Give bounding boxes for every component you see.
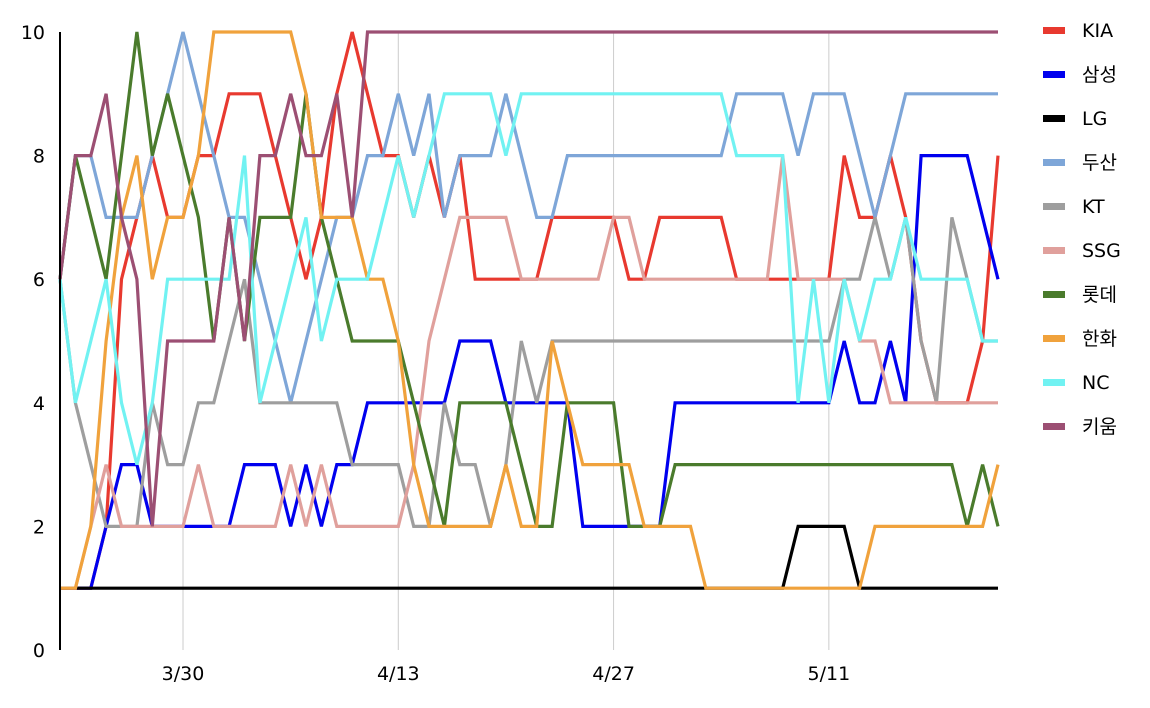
legend-swatch xyxy=(1043,291,1065,298)
legend-swatch xyxy=(1043,335,1065,342)
y-tick-label: 2 xyxy=(33,516,45,538)
series-line-0 xyxy=(60,31,1000,590)
series-line-5 xyxy=(60,155,998,590)
series-line-3 xyxy=(58,31,998,404)
legend-label: 삼성 xyxy=(1082,64,1117,86)
y-tick-label: 0 xyxy=(33,640,45,662)
legend-label: KT xyxy=(1082,196,1105,218)
legend-label: SSG xyxy=(1082,240,1121,262)
legend-swatch xyxy=(1043,423,1065,430)
legend-swatch xyxy=(1043,27,1065,34)
y-tick-label: 8 xyxy=(33,146,45,168)
y-tick-label: 6 xyxy=(33,269,45,291)
x-tick-label: 4/13 xyxy=(377,663,420,685)
legend-swatch xyxy=(1043,115,1065,122)
legend-label: 한화 xyxy=(1082,328,1117,350)
x-tick-label: 3/30 xyxy=(162,663,205,685)
legend-swatch xyxy=(1043,71,1065,78)
series-line-8 xyxy=(58,92,998,465)
legend-label: 두산 xyxy=(1082,152,1117,174)
legend-swatch xyxy=(1043,159,1065,166)
series-line-7 xyxy=(60,30,1000,590)
y-tick-label: 4 xyxy=(33,393,45,415)
legend-label: 키움 xyxy=(1082,416,1117,438)
legend-swatch xyxy=(1043,379,1065,386)
series-line-9 xyxy=(58,30,998,527)
y-tick-label: 10 xyxy=(21,22,45,44)
legend-swatch xyxy=(1043,203,1065,210)
legend-swatch xyxy=(1043,247,1065,254)
x-tick-label: 5/11 xyxy=(808,663,851,685)
series-line-2 xyxy=(60,524,998,590)
x-tick-label: 4/27 xyxy=(592,663,635,685)
legend-label: 롯데 xyxy=(1082,284,1117,306)
axes: 0 2 4 6 8 10 3/30 4/13 4/27 5/11 xyxy=(21,22,850,685)
legend-label: LG xyxy=(1082,108,1107,130)
legend-label: NC xyxy=(1082,372,1109,394)
series-lines xyxy=(58,30,1000,590)
legend-label: KIA xyxy=(1082,20,1113,42)
